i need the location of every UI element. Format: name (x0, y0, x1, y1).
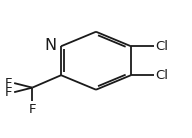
Text: F: F (4, 86, 12, 99)
Text: F: F (29, 103, 36, 116)
Text: Cl: Cl (156, 69, 169, 82)
Text: F: F (4, 77, 12, 90)
Text: Cl: Cl (156, 40, 169, 53)
Text: N: N (44, 38, 56, 53)
